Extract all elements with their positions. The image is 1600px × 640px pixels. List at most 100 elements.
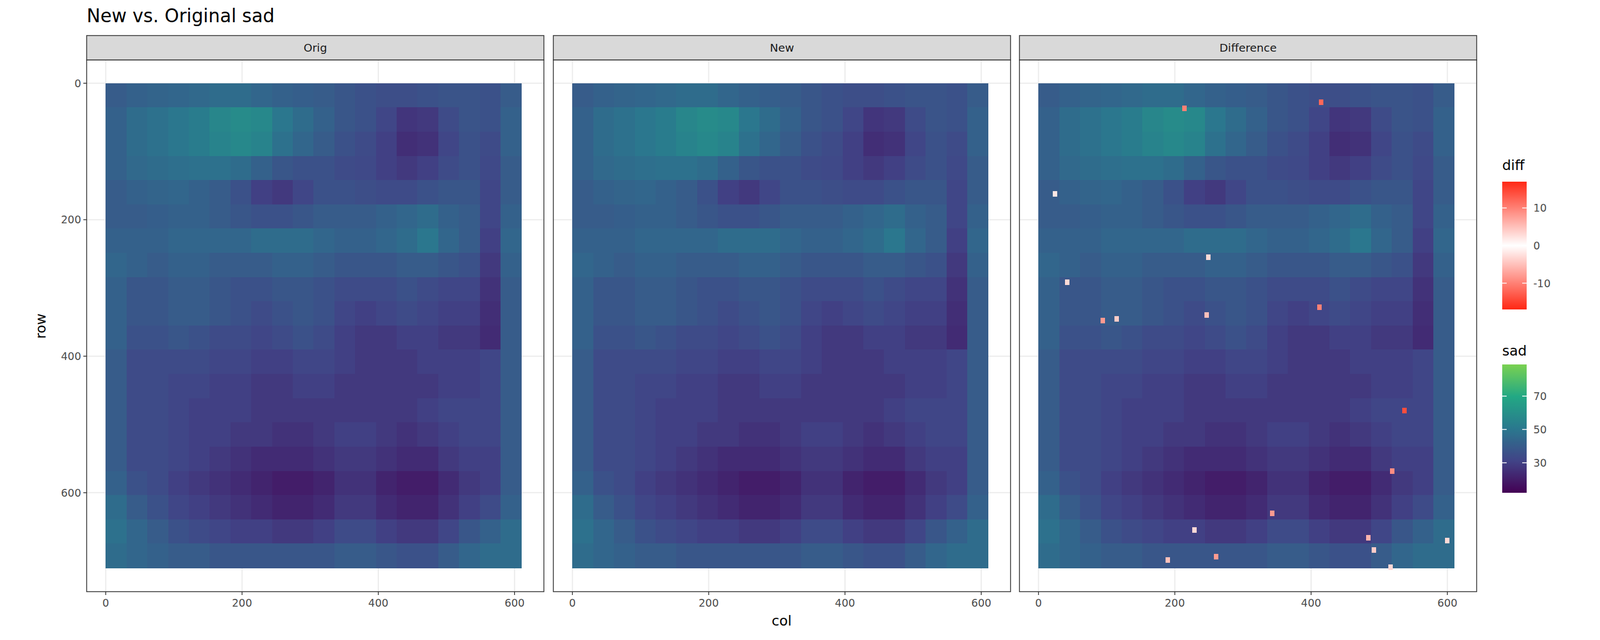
heat-cell [209, 131, 231, 157]
heat-cell [1163, 325, 1185, 350]
heat-cell [334, 228, 356, 253]
heat-cell [1267, 107, 1289, 132]
heat-cell [738, 83, 760, 108]
heat-cell [717, 180, 739, 205]
heat-cell [1101, 107, 1123, 132]
heat-cell [967, 349, 989, 374]
heat-cell [863, 204, 885, 229]
heat-cell [126, 543, 148, 568]
heat-cell [272, 180, 294, 205]
heat-cell [1080, 107, 1102, 132]
heat-cell [1287, 373, 1309, 399]
heat-cell [313, 422, 335, 447]
heat-cell [1246, 325, 1268, 350]
heat-cell [905, 131, 927, 157]
heat-cell [1080, 180, 1102, 205]
heat-cell [209, 543, 231, 568]
heat-cell [105, 349, 127, 374]
diff-point [1366, 535, 1371, 541]
heat-cell [925, 301, 947, 326]
heat-cell [655, 349, 677, 374]
heat-cell [376, 277, 398, 302]
heat-cell [292, 301, 314, 326]
heat-cell [655, 204, 677, 229]
heat-cell [676, 156, 698, 181]
heat-cell [1350, 325, 1372, 350]
heat-cell [500, 83, 522, 108]
colorbar-tick [1522, 395, 1527, 397]
heat-cell [613, 325, 635, 350]
heat-cell [655, 83, 677, 108]
heat-cell [292, 131, 314, 157]
heat-cell [821, 83, 843, 108]
heat-cell [1163, 398, 1185, 423]
heat-cell [458, 349, 480, 374]
heat-cell [188, 543, 210, 568]
heat-cell [1038, 349, 1060, 374]
heat-cell [946, 519, 968, 544]
heat-cell [883, 373, 905, 399]
heat-cell [738, 495, 760, 520]
y-axis-title: row [32, 313, 49, 339]
heat-cell [946, 131, 968, 157]
diff-point [1192, 527, 1197, 533]
heat-cell [480, 471, 502, 496]
tick-mark [83, 355, 87, 357]
heat-cell [738, 446, 760, 472]
heat-cell [655, 277, 677, 302]
heat-cell [863, 349, 885, 374]
heat-cell [613, 83, 635, 108]
heat-cell [1142, 83, 1164, 108]
heat-cell [292, 471, 314, 496]
heat-cell [801, 180, 823, 205]
heat-cell [1101, 277, 1123, 302]
legend-title: sad [1502, 342, 1527, 359]
tick-mark [1174, 591, 1176, 595]
heat-cell [438, 83, 460, 108]
panel-frame [86, 60, 544, 592]
heat-cell [230, 180, 252, 205]
heat-cell [272, 277, 294, 302]
heat-cell [1267, 349, 1289, 374]
heat-cell [925, 204, 947, 229]
heat-cell [188, 325, 210, 350]
heat-cell [1225, 543, 1247, 568]
heat-cell [1308, 373, 1330, 399]
tick-label: 200 [1165, 596, 1185, 609]
heat-cell [883, 446, 905, 472]
heat-cell [334, 471, 356, 496]
heat-cell [105, 519, 127, 544]
heat-cell [717, 495, 739, 520]
heat-cell [1371, 301, 1393, 326]
heat-cell [251, 83, 273, 108]
heat-cell [1308, 252, 1330, 278]
heat-cell [572, 325, 594, 350]
heat-cell [1329, 325, 1351, 350]
heat-cell [500, 446, 522, 472]
heat-cell [925, 471, 947, 496]
heat-cell [1246, 131, 1268, 157]
heat-cell [613, 301, 635, 326]
heat-cell [613, 180, 635, 205]
heat-cell [1225, 131, 1247, 157]
heat-cell [251, 301, 273, 326]
heat-cell [1059, 228, 1081, 253]
heat-cell [147, 131, 169, 157]
heat-cell [842, 180, 864, 205]
heat-cell [613, 277, 635, 302]
heat-cell [738, 131, 760, 157]
heat-cell [209, 228, 231, 253]
heat-cell [1059, 446, 1081, 472]
tick-mark [708, 591, 710, 595]
heat-cell [1101, 543, 1123, 568]
heat-cell [1371, 446, 1393, 472]
heat-cell [1163, 471, 1185, 496]
heat-cell [355, 204, 377, 229]
heat-cell [1121, 301, 1143, 326]
heat-cell [1101, 228, 1123, 253]
heat-cell [946, 373, 968, 399]
heat-cell [1142, 204, 1164, 229]
heat-cell [417, 471, 439, 496]
heat-cell [126, 180, 148, 205]
heat-cell [1329, 252, 1351, 278]
